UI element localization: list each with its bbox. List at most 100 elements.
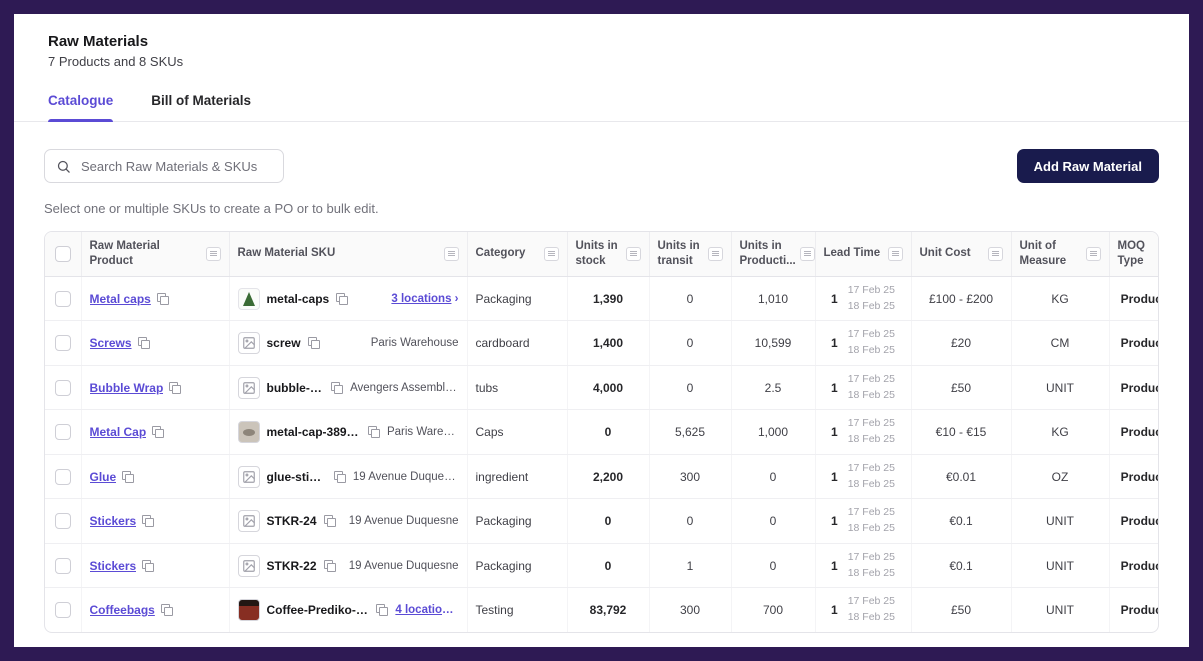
unit-of-measure-cell: KG [1011, 409, 1110, 455]
product-cell: Metal caps [81, 276, 230, 322]
column-header[interactable]: Units in transit [649, 232, 732, 277]
sku-thumbnail-image [237, 465, 260, 488]
column-header-label: Units in stock [575, 240, 618, 267]
product-link[interactable]: Glue [89, 469, 117, 484]
row-checkbox[interactable] [54, 335, 71, 352]
column-header[interactable]: Raw Material Product [81, 232, 230, 277]
row-checkbox[interactable] [54, 379, 71, 396]
row-checkbox-cell [45, 365, 82, 411]
copy-icon[interactable] [142, 515, 155, 528]
sku-cell: STKR-22 19 Avenue Duquesne › [229, 543, 468, 589]
table-row: Stickers STKR-24 19 Avenue Duquesne › [45, 498, 1158, 544]
copy-icon[interactable] [137, 337, 150, 350]
sku-cell: metal-cap-3893u... Paris Wareho... › [229, 409, 468, 455]
search-input[interactable] [79, 157, 272, 175]
column-header[interactable]: MOQ Type [1109, 232, 1158, 277]
unit-cost-cell: £50 [911, 365, 1012, 411]
copy-icon[interactable] [160, 604, 173, 617]
table-row: Screws screw Paris Warehouse › [45, 320, 1158, 366]
copy-icon[interactable] [367, 426, 380, 439]
column-filter-icon[interactable] [887, 246, 903, 261]
product-link[interactable]: Metal Cap [89, 425, 147, 440]
category-cell: ingredient [467, 454, 568, 500]
column-header-label: Lead Time [823, 247, 881, 260]
unit-cost-cell: €0.1 [911, 543, 1012, 589]
column-filter-icon[interactable] [707, 246, 723, 261]
sku-location[interactable]: 3 locations › [391, 292, 459, 305]
sku-location[interactable]: 4 locations › [395, 604, 456, 617]
units-in-transit-cell: 0 [649, 498, 732, 544]
row-checkbox[interactable] [54, 290, 71, 307]
column-filter-icon[interactable] [543, 246, 559, 261]
copy-icon[interactable] [323, 559, 336, 572]
product-link[interactable]: Stickers [89, 514, 137, 529]
column-filter-icon[interactable] [1085, 246, 1101, 261]
column-filter-icon[interactable] [987, 246, 1003, 261]
copy-icon[interactable] [156, 292, 169, 305]
column-filter-icon[interactable] [443, 246, 459, 261]
copy-icon[interactable] [331, 381, 344, 394]
moq-type-cell: Product [1109, 276, 1158, 322]
tab-catalogue[interactable]: Catalogue [48, 93, 114, 122]
sku-location: Avengers Assemble ... › [350, 381, 459, 394]
product-link[interactable]: Metal caps [89, 291, 151, 306]
product-link[interactable]: Screws [89, 336, 132, 351]
row-checkbox[interactable] [54, 468, 71, 485]
select-all-checkbox[interactable] [54, 245, 71, 262]
row-checkbox-cell [45, 320, 82, 366]
sku-location: Paris Warehouse › [370, 337, 459, 350]
row-checkbox[interactable] [54, 557, 71, 574]
column-header[interactable]: Lead Time [815, 232, 912, 277]
sku-cell: bubble-p... Avengers Assemble ... › [229, 365, 468, 411]
row-checkbox[interactable] [54, 602, 71, 619]
product-link[interactable]: Stickers [89, 558, 137, 573]
column-filter-icon[interactable] [625, 246, 641, 261]
row-checkbox[interactable] [54, 513, 71, 530]
column-header[interactable]: Units in stock [567, 232, 650, 277]
units-in-stock-cell: 83,792 [567, 587, 650, 632]
copy-icon[interactable] [333, 470, 346, 483]
column-header[interactable]: Category [467, 232, 568, 277]
copy-icon[interactable] [142, 559, 155, 572]
column-filter-icon[interactable] [205, 246, 221, 261]
copy-icon[interactable] [307, 337, 320, 350]
units-in-transit-cell: 300 [649, 587, 732, 632]
product-link[interactable]: Coffeebags [89, 603, 155, 618]
page-title: Raw Materials [48, 33, 149, 50]
column-header[interactable]: Units in Producti... [731, 232, 816, 277]
copy-icon[interactable] [376, 604, 389, 617]
sku-name: STKR-22 [266, 558, 317, 573]
row-checkbox-cell [45, 543, 82, 589]
row-checkbox-cell [45, 454, 82, 500]
column-header[interactable]: Unit of Measure [1011, 232, 1110, 277]
column-header[interactable]: Raw Material SKU [229, 232, 468, 277]
copy-icon[interactable] [336, 292, 349, 305]
lead-time-value: 1 [831, 603, 838, 618]
copy-icon[interactable] [152, 426, 165, 439]
tab-bar: Catalogue Bill of Materials [14, 93, 1189, 122]
sku-name: Coffee-Prediko-123 [266, 603, 370, 618]
main-panel: Raw Materials 7 Products and 8 SKUs Cata… [14, 14, 1189, 647]
unit-of-measure-cell: UNIT [1011, 587, 1110, 632]
table-row: Stickers STKR-22 19 Avenue Duquesne › [45, 543, 1158, 589]
row-checkbox[interactable] [54, 424, 71, 441]
add-raw-material-button[interactable]: Add Raw Material [1016, 149, 1159, 183]
units-in-production-cell: 1,010 [731, 276, 816, 322]
copy-icon[interactable] [169, 381, 182, 394]
units-in-transit-cell: 0 [649, 365, 732, 411]
sku-name: screw [266, 336, 301, 351]
units-in-stock-cell: 2,200 [567, 454, 650, 500]
unit-of-measure-cell: UNIT [1011, 365, 1110, 411]
copy-icon[interactable] [323, 515, 336, 528]
search-box[interactable] [44, 149, 284, 183]
lead-time-value: 1 [831, 336, 838, 351]
column-header[interactable]: Unit Cost [911, 232, 1012, 277]
units-in-transit-cell: 0 [649, 320, 732, 366]
unit-of-measure-cell: OZ [1011, 454, 1110, 500]
column-filter-icon[interactable] [799, 246, 815, 261]
lead-time-cell: 1 17 Feb 25 18 Feb 25 [815, 587, 912, 632]
product-link[interactable]: Bubble Wrap [89, 380, 164, 395]
tab-bill-of-materials[interactable]: Bill of Materials [151, 93, 252, 108]
copy-icon[interactable] [122, 470, 135, 483]
unit-cost-cell: €0.1 [911, 498, 1012, 544]
